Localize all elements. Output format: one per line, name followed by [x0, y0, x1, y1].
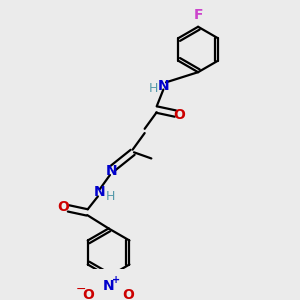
- Text: O: O: [82, 288, 94, 300]
- Text: +: +: [112, 275, 120, 285]
- Text: H: H: [106, 190, 115, 203]
- Text: F: F: [193, 8, 203, 22]
- Text: N: N: [106, 164, 117, 178]
- Text: N: N: [93, 185, 105, 200]
- Text: −: −: [76, 283, 86, 296]
- Text: N: N: [103, 279, 114, 293]
- Text: O: O: [173, 108, 185, 122]
- Text: N: N: [158, 79, 169, 92]
- Text: H: H: [148, 82, 158, 95]
- Text: O: O: [57, 200, 69, 214]
- Text: O: O: [123, 288, 135, 300]
